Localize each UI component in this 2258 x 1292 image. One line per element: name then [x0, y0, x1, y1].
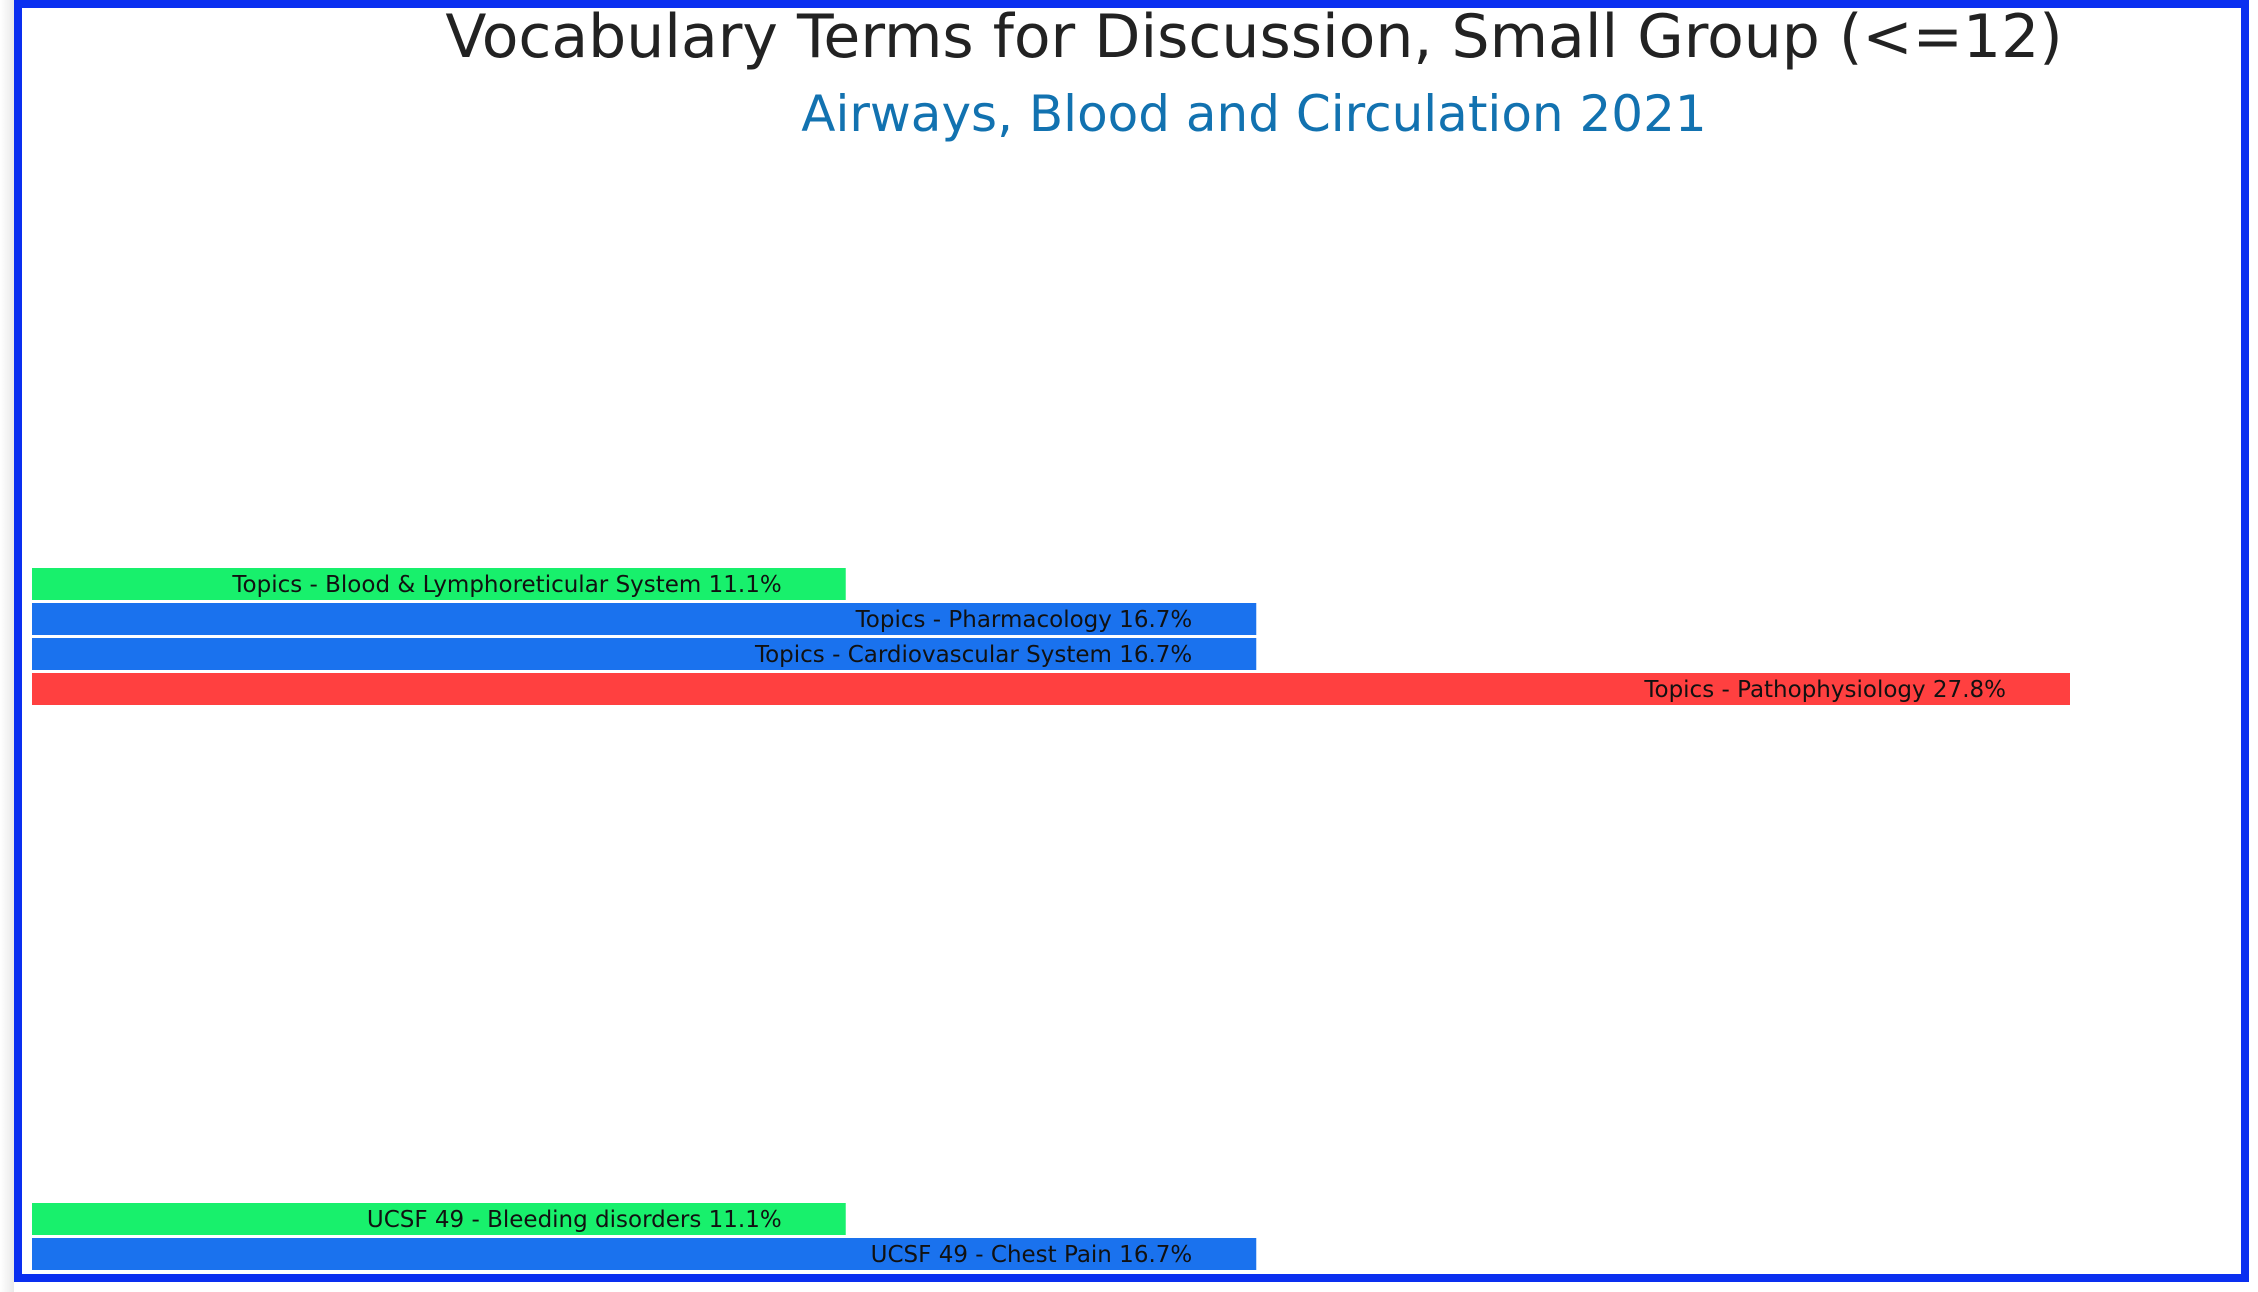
bar-label-4: UCSF 49 - Bleeding disorders 11.1%	[367, 1207, 782, 1233]
bar-label-3: Topics - Pathophysiology 27.8%	[1643, 677, 2006, 703]
bar-2	[32, 638, 1257, 670]
bar-label-0: Topics - Blood & Lymphoreticular System …	[231, 572, 781, 598]
chart-frame	[14, 0, 2249, 1282]
bar-5	[32, 1238, 1257, 1270]
chart-subtitle: Airways, Blood and Circulation 2021	[801, 85, 1707, 143]
bar-3	[32, 673, 2070, 705]
left-edge-shade	[0, 0, 14, 1292]
chart-title: Vocabulary Terms for Discussion, Small G…	[445, 2, 2063, 72]
bar-label-1: Topics - Pharmacology 16.7%	[855, 607, 1193, 633]
bar-4	[32, 1203, 846, 1235]
bar-label-2: Topics - Cardiovascular System 16.7%	[754, 642, 1192, 668]
bar-0	[32, 568, 846, 600]
bar-label-5: UCSF 49 - Chest Pain 16.7%	[871, 1242, 1193, 1268]
bar-1	[32, 603, 1257, 635]
